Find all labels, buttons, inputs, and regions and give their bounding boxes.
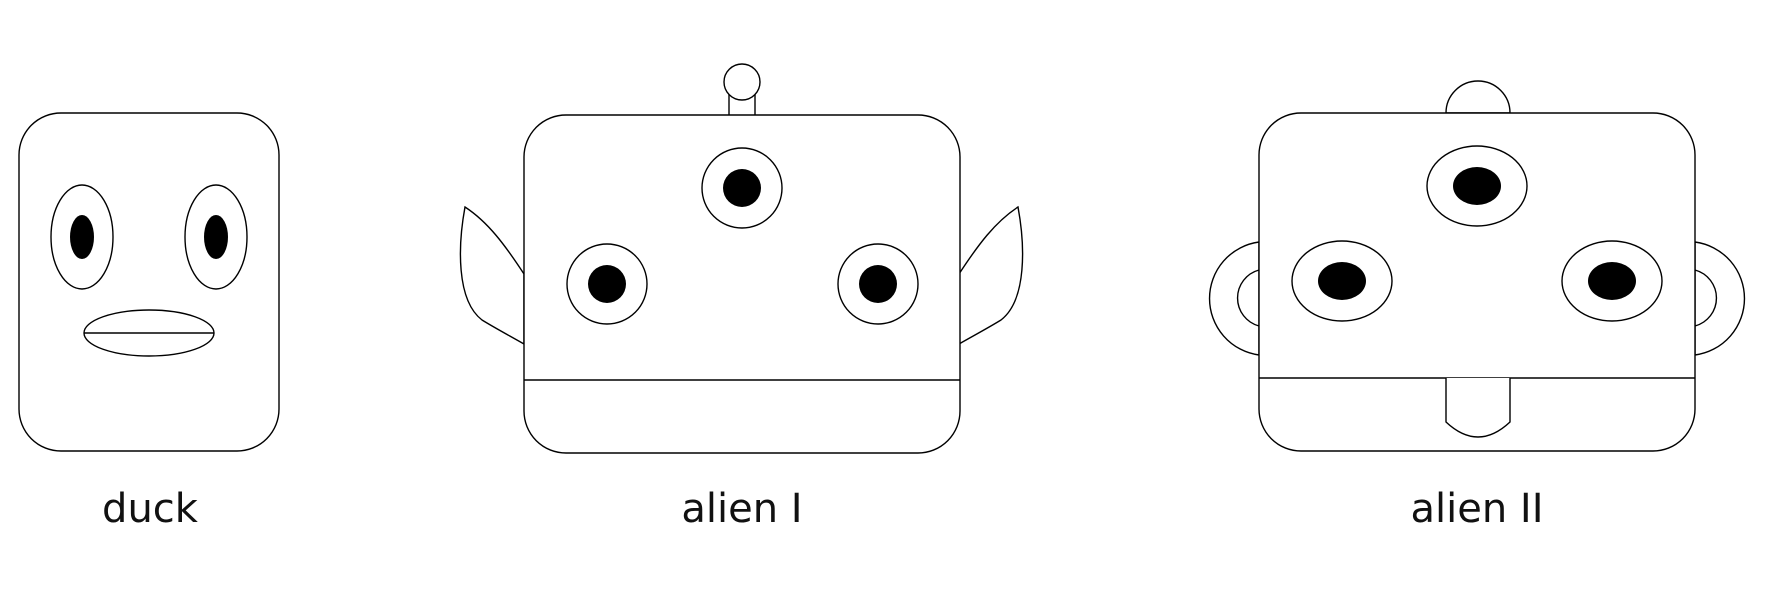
alien-1-right-eye	[837, 243, 919, 325]
duck-beak	[83, 309, 215, 357]
duck-label: duck	[102, 486, 199, 532]
alien-2-tongue	[1445, 378, 1511, 438]
alien-2-figure: alien II	[1208, 80, 1746, 532]
alien-2-left-ear	[1208, 241, 1260, 356]
alien-1-label: alien I	[681, 486, 802, 532]
alien-1-antenna	[723, 63, 761, 117]
duck-figure: duck	[18, 112, 280, 532]
alien-1-figure: alien I	[459, 63, 1024, 532]
alien-2-top-eye	[1426, 145, 1528, 227]
alien-2-top-dome	[1445, 80, 1511, 114]
alien-2-right-eye	[1561, 240, 1663, 322]
alien-2-label: alien II	[1410, 486, 1543, 532]
alien-1-right-ear	[958, 205, 1024, 346]
alien-2-left-eye	[1291, 240, 1393, 322]
alien-1-left-ear	[459, 205, 525, 346]
duck-right-eye	[184, 184, 248, 290]
alien-2-head	[1258, 112, 1696, 452]
alien-1-top-eye	[701, 147, 783, 229]
alien-1-head	[523, 114, 961, 454]
alien-1-left-eye	[566, 243, 648, 325]
duck-left-eye	[50, 184, 114, 290]
duck-head	[18, 112, 280, 452]
alien-2-right-ear	[1694, 241, 1746, 356]
